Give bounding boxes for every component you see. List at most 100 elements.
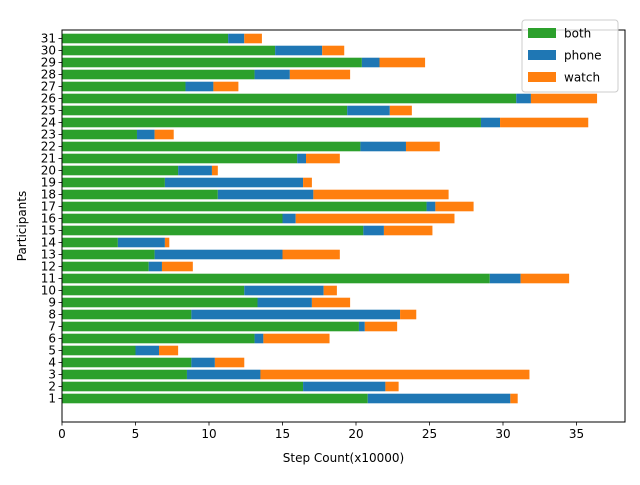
bar-phone-participant-30 (275, 45, 323, 56)
x-tick-label: 20 (348, 427, 363, 441)
bar-watch-participant-1 (510, 393, 518, 404)
bar-both-participant-13 (62, 249, 155, 260)
bar-both-participant-20 (62, 165, 179, 176)
bar-both-participant-27 (62, 81, 186, 92)
bar-watch-participant-20 (211, 165, 218, 176)
bar-both-participant-2 (62, 381, 304, 392)
bar-phone-participant-18 (217, 189, 314, 200)
bar-phone-participant-25 (347, 105, 390, 116)
bar-both-participant-14 (62, 237, 118, 248)
y-tick-label: 6 (48, 332, 56, 346)
bar-phone-participant-22 (360, 141, 406, 152)
y-tick-label: 30 (41, 44, 56, 58)
bar-both-participant-11 (62, 273, 490, 284)
bar-watch-participant-24 (500, 117, 589, 128)
x-tick-label: 0 (58, 427, 66, 441)
bar-phone-participant-28 (254, 69, 290, 80)
bar-watch-participant-31 (244, 33, 262, 44)
bar-phone-participant-8 (191, 309, 401, 320)
bar-both-participant-9 (62, 297, 258, 308)
y-tick-label: 3 (48, 368, 56, 382)
bar-phone-participant-9 (257, 297, 312, 308)
bar-watch-participant-5 (159, 345, 179, 356)
y-tick-label: 19 (41, 176, 56, 190)
bar-both-participant-17 (62, 201, 427, 212)
bar-watch-participant-30 (322, 45, 345, 56)
bar-phone-participant-21 (297, 153, 307, 164)
bar-phone-participant-17 (426, 201, 436, 212)
x-tick-label: 25 (422, 427, 437, 441)
bar-phone-participant-11 (489, 273, 521, 284)
bar-watch-participant-8 (400, 309, 417, 320)
bar-both-participant-16 (62, 213, 283, 224)
bar-both-participant-6 (62, 333, 255, 344)
y-tick-label: 21 (41, 152, 56, 166)
bar-phone-participant-24 (480, 117, 501, 128)
bar-watch-participant-9 (311, 297, 351, 308)
y-tick-label: 8 (48, 308, 56, 322)
y-axis: 1234567891011121314151617181920212223242… (41, 32, 62, 406)
x-tick-label: 5 (132, 427, 140, 441)
x-axis-label: Step Count(x10000) (283, 451, 404, 465)
bar-phone-participant-5 (135, 345, 160, 356)
x-tick-label: 15 (275, 427, 290, 441)
y-tick-label: 9 (48, 296, 56, 310)
x-tick-label: 35 (569, 427, 584, 441)
bar-watch-participant-6 (263, 333, 330, 344)
bar-phone-participant-13 (154, 249, 283, 260)
y-tick-label: 4 (48, 356, 56, 370)
y-tick-label: 15 (41, 224, 56, 238)
plot-frame (61, 29, 626, 423)
y-tick-label: 25 (41, 104, 56, 118)
bar-phone-participant-20 (178, 165, 212, 176)
legend-swatch-phone (528, 50, 556, 60)
bar-watch-participant-29 (379, 57, 426, 68)
bar-watch-participant-17 (435, 201, 474, 212)
legend-swatch-watch (528, 72, 556, 82)
bar-watch-participant-16 (295, 213, 455, 224)
y-tick-label: 1 (48, 392, 56, 406)
bar-both-participant-5 (62, 345, 136, 356)
y-tick-label: 2 (48, 380, 56, 394)
bar-both-participant-19 (62, 177, 165, 188)
bar-both-participant-28 (62, 69, 255, 80)
bar-both-participant-29 (62, 57, 362, 68)
y-tick-label: 22 (41, 140, 56, 154)
bar-watch-participant-2 (385, 381, 399, 392)
y-tick-label: 12 (41, 260, 56, 274)
bar-both-participant-3 (62, 369, 187, 380)
bar-watch-participant-7 (364, 321, 398, 332)
bar-watch-participant-13 (282, 249, 340, 260)
bar-phone-participant-10 (244, 285, 324, 296)
y-tick-label: 18 (41, 188, 56, 202)
bar-both-participant-12 (62, 261, 149, 272)
bar-watch-participant-12 (161, 261, 193, 272)
y-tick-label: 7 (48, 320, 56, 334)
legend-label-watch: watch (564, 71, 600, 85)
bar-both-participant-7 (62, 321, 359, 332)
bar-both-participant-21 (62, 153, 298, 164)
bar-both-participant-30 (62, 45, 276, 56)
bar-both-participant-23 (62, 129, 137, 140)
y-tick-label: 26 (41, 92, 56, 106)
bar-phone-participant-12 (148, 261, 162, 272)
x-axis: 0 5 10 15 20 25 30 35 (58, 422, 584, 441)
bar-both-participant-4 (62, 357, 192, 368)
y-tick-label: 17 (41, 200, 56, 214)
y-tick-label: 27 (41, 80, 56, 94)
bar-watch-participant-27 (213, 81, 239, 92)
bar-phone-participant-6 (254, 333, 264, 344)
bar-phone-participant-4 (191, 357, 215, 368)
x-tick-label: 10 (201, 427, 216, 441)
bar-phone-participant-19 (164, 177, 304, 188)
bar-both-participant-15 (62, 225, 364, 236)
y-tick-label: 10 (41, 284, 56, 298)
bar-phone-participant-23 (136, 129, 155, 140)
bar-phone-participant-29 (361, 57, 380, 68)
bar-phone-participant-27 (185, 81, 214, 92)
y-tick-label: 20 (41, 164, 56, 178)
bar-both-participant-25 (62, 105, 348, 116)
bar-watch-participant-25 (389, 105, 412, 116)
bar-watch-participant-15 (383, 225, 433, 236)
